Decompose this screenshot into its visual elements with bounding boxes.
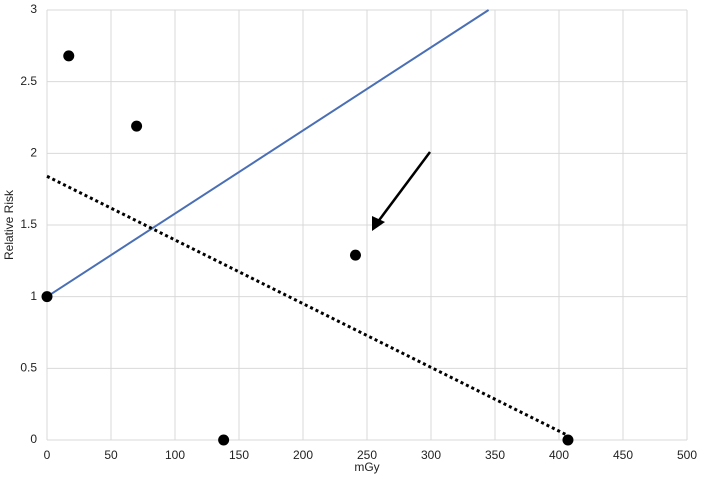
x-tick-label: 50 <box>104 448 118 462</box>
y-tick-label: 2 <box>30 146 37 160</box>
arrow <box>372 151 432 231</box>
data-point <box>218 434 230 446</box>
data-point <box>63 50 75 62</box>
x-tick-label: 300 <box>421 448 441 462</box>
x-tick-label: 100 <box>165 448 185 462</box>
plot-area: 0 50 100 150 200 250 300 350 400 450 500 0 0.5 1 1.5 2 2… <box>20 2 697 462</box>
x-axis-label: mGy <box>354 460 379 474</box>
x-tick-label: 450 <box>613 448 633 462</box>
y-tick-label: 0.5 <box>20 361 37 375</box>
x-tick-label: 250 <box>357 448 377 462</box>
trend-line <box>46 174 567 436</box>
x-tick-label: 0 <box>44 448 51 462</box>
data-point <box>41 291 53 303</box>
y-tick-label: 1.5 <box>20 217 37 231</box>
data-point <box>349 249 361 261</box>
y-axis-label: Relative Risk <box>2 189 16 260</box>
x-tick-label: 150 <box>229 448 249 462</box>
y-tick-label: 0 <box>30 432 37 446</box>
y-tick-label: 3 <box>30 2 37 16</box>
y-tick-label: 2.5 <box>20 74 37 88</box>
data-point <box>131 120 143 132</box>
trend-line <box>46 9 490 298</box>
x-tick-label: 200 <box>293 448 313 462</box>
x-tick-label: 350 <box>485 448 505 462</box>
data-point <box>562 434 574 446</box>
x-tick-label: 400 <box>549 448 569 462</box>
y-tick-label: 1 <box>30 289 37 303</box>
x-tick-label: 500 <box>677 448 697 462</box>
